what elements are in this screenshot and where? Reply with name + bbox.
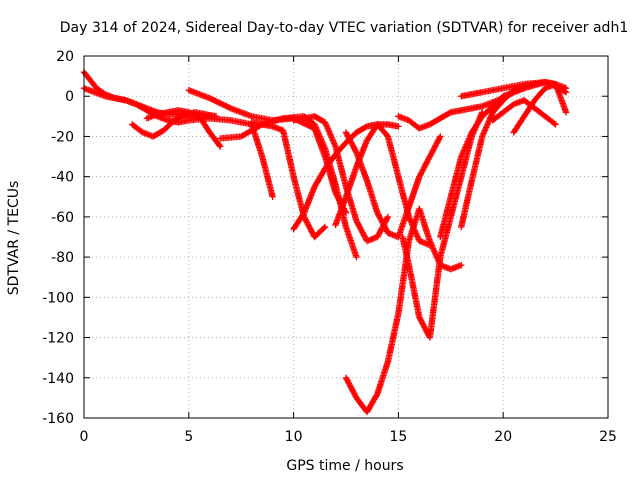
chart-title: Day 314 of 2024, Sidereal Day-to-day VTE… [60,20,628,36]
x-tick-label: 10 [285,429,303,445]
x-tick-label: 0 [80,429,89,445]
y-tick-label: -160 [42,411,74,427]
y-tick-label: -140 [42,371,74,387]
plot-frame [83,55,609,419]
x-tick-label: 20 [494,429,512,445]
grid-lines [84,56,608,418]
data-markers [217,113,360,261]
y-tick-label: -20 [51,129,74,145]
series-arc-4 [143,107,224,150]
x-tick-label: 15 [389,429,407,445]
y-tick-label: -120 [42,331,74,347]
x-axis-label: GPS time / hours [286,458,403,474]
series-arc-19 [510,80,559,136]
x-tick-label: 25 [599,429,617,445]
series-arc-6 [217,113,360,261]
y-tick-label: -40 [51,170,74,186]
y-axis-label: SDTVAR / TECUs [6,181,22,296]
series-arc-7 [248,119,329,241]
series-arc-11 [342,205,465,416]
series-arc-13 [399,109,486,341]
y-tick-label: -80 [51,250,74,266]
y-tick-label: 20 [56,49,74,65]
series-arc-12 [342,129,444,241]
series-arc-17 [458,78,570,116]
y-tick-label: -100 [42,290,74,306]
series-arc-18 [489,97,559,128]
x-tick-label: 5 [184,429,193,445]
y-tick-label: -60 [51,210,74,226]
axis-ticks: 0 5 10 15 20 25 20 0 -20 -40 -60 -80 -100 -120 -140 -16… [42,49,617,445]
y-tick-label: 0 [65,89,74,105]
data-points [80,68,570,416]
